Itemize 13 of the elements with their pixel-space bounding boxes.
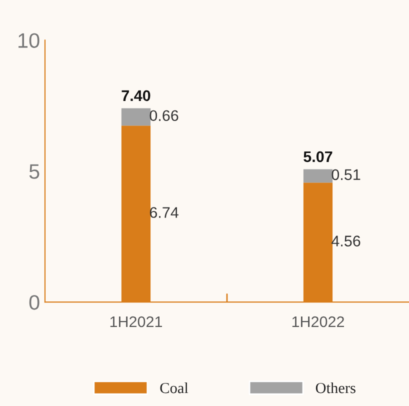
x-tick-label: 1H2021 — [110, 316, 162, 328]
legend-label: Coal — [160, 382, 188, 394]
data-label: 0.51 — [332, 169, 360, 180]
y-tick-label: 0 — [29, 295, 40, 310]
x-tick-label: 1H2022 — [292, 316, 344, 328]
y-tick-label: 10 — [18, 33, 40, 48]
y-tick-label: 5 — [29, 164, 40, 179]
total-label: 5.07 — [304, 151, 332, 162]
total-label: 7.40 — [122, 90, 150, 102]
bar — [121, 108, 151, 126]
legend-label: Others — [316, 382, 356, 394]
bar — [303, 169, 333, 183]
data-label: 0.66 — [150, 110, 178, 122]
